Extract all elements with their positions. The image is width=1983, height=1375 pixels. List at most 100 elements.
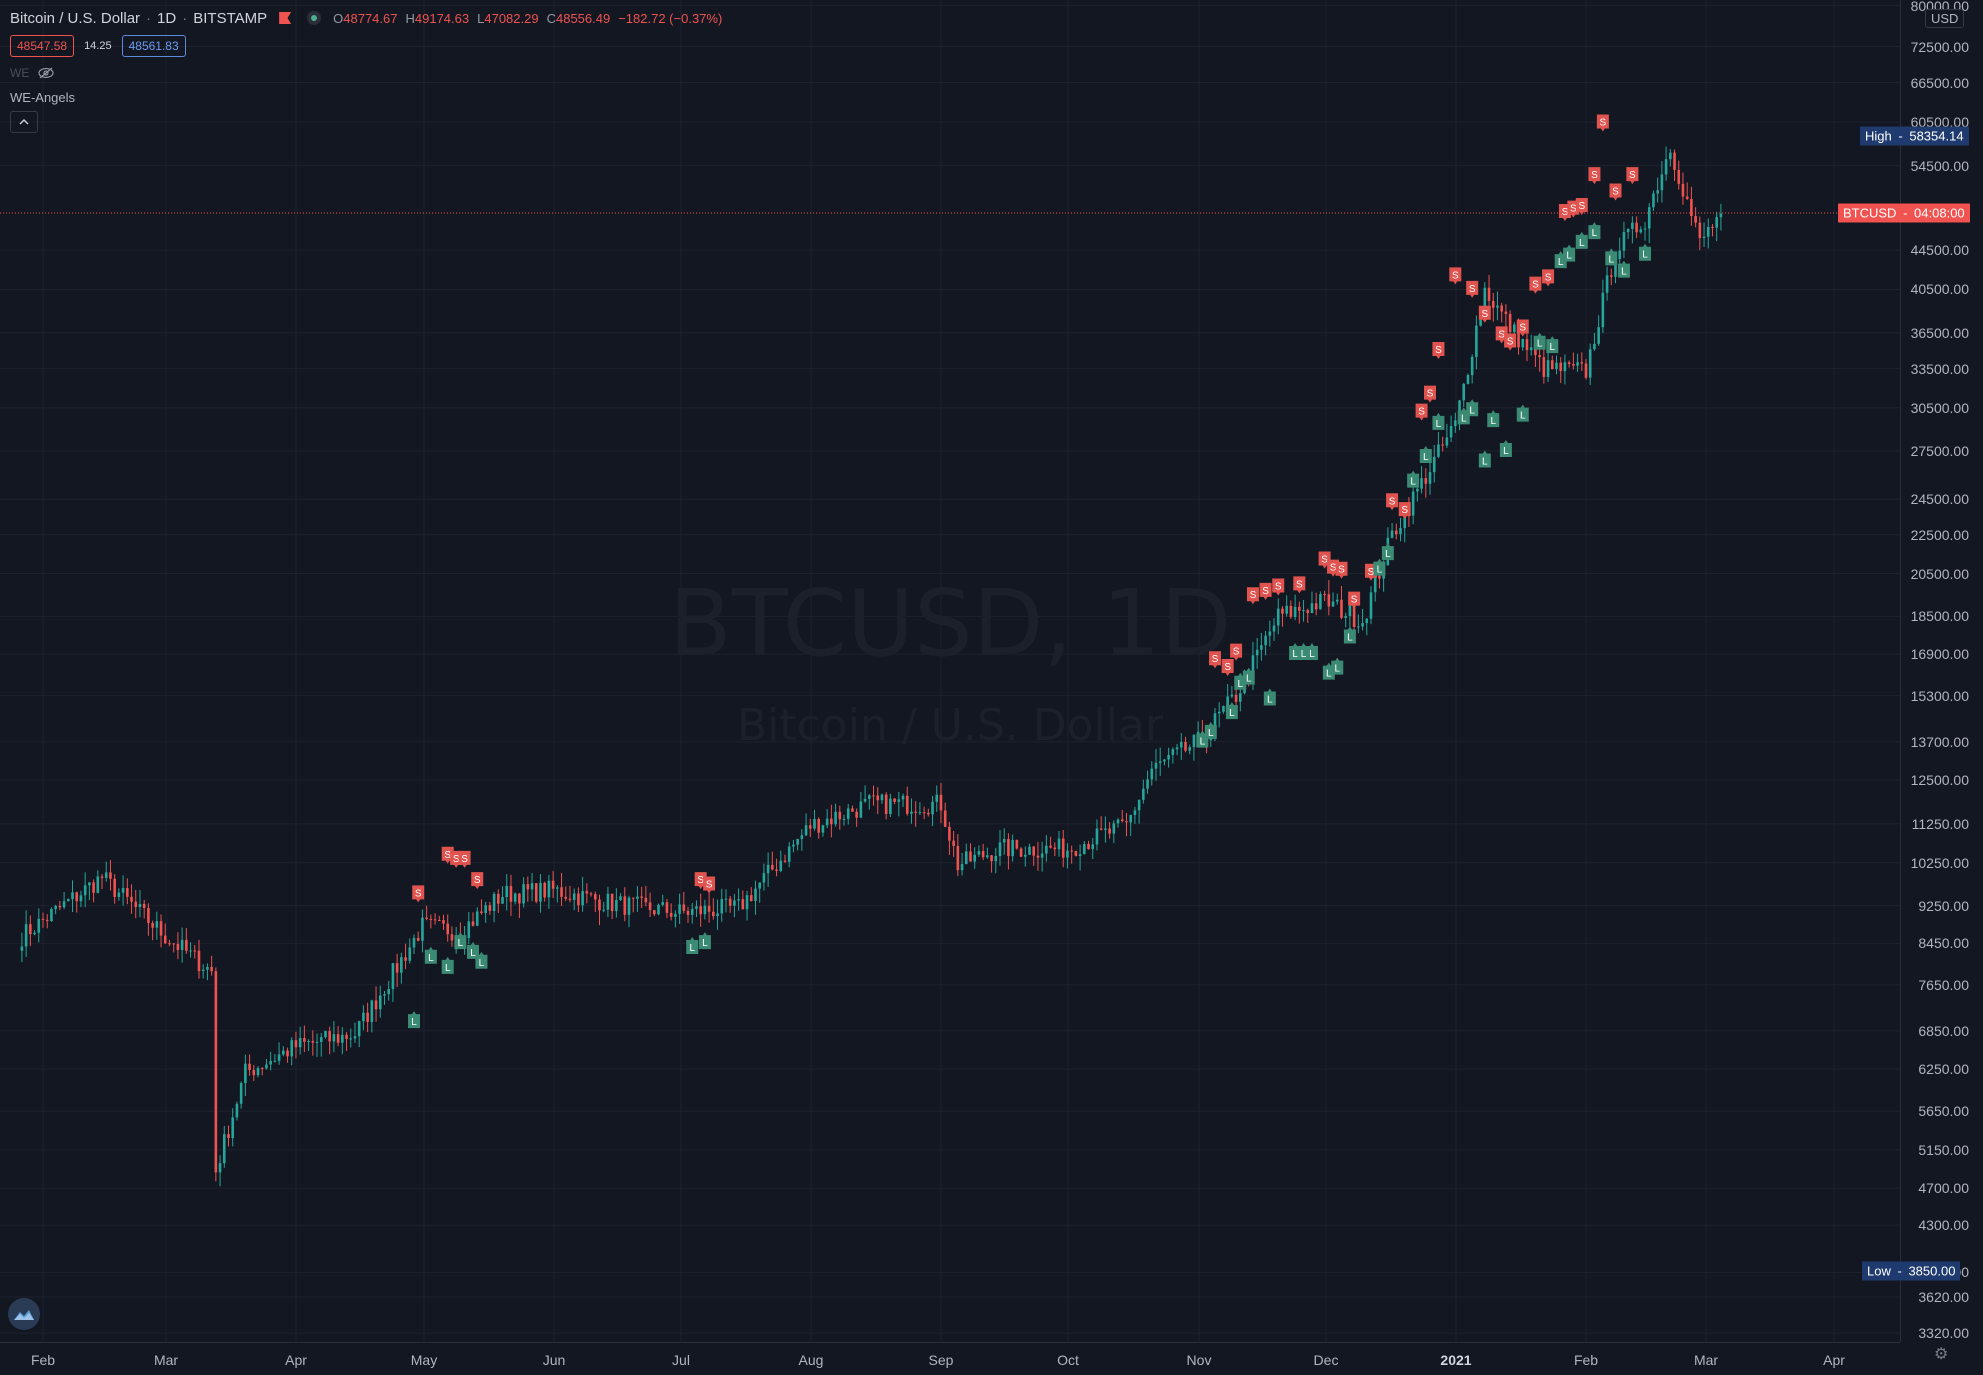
candle [1222,705,1225,714]
long-signal-label: L [1436,419,1442,430]
time-axis-label: Jun [542,1352,566,1368]
candle [235,1101,239,1121]
symbol-legend[interactable]: Bitcoin / U.S. Dollar · 1D · BITSTAMP O4… [10,8,730,28]
collapse-legend-button[interactable] [10,111,38,133]
time-axis[interactable] [0,1342,1900,1375]
long-signal-label: L [479,958,485,969]
time-axis-label: Nov [1186,1352,1212,1368]
short-signal-marker: S [1386,493,1399,511]
candle [1083,841,1086,855]
candle [1104,816,1107,843]
interval-label[interactable]: 1D [157,9,177,27]
time-axis-label: Dec [1313,1352,1339,1368]
candle [648,892,652,917]
candle [45,914,49,929]
symbol-title[interactable]: Bitcoin / U.S. Dollar [10,9,141,27]
candle [842,814,846,826]
candle [505,874,509,911]
time-axis-label: Aug [798,1352,824,1368]
short-signal-marker: S [1588,167,1601,185]
candle [362,1005,365,1031]
chart-settings-gear-icon[interactable]: ⚙ [1934,1346,1949,1363]
candle [880,793,884,804]
candle [315,1033,319,1057]
long-signal-label: L [1609,254,1615,265]
short-signal-marker: S [1259,582,1272,600]
candle [598,894,601,926]
candle [568,885,572,903]
candle [787,842,791,868]
candle [138,890,142,918]
candle [450,926,454,947]
candle [1091,838,1095,860]
candle [1369,586,1373,625]
flag-icon[interactable] [279,12,292,24]
exchange-label[interactable]: BITSTAMP [193,9,268,27]
long-signal-label: L [1292,649,1298,660]
candle [1137,799,1141,824]
candle [834,803,837,827]
long-signal-label: L [458,938,464,949]
candle [1584,358,1588,380]
long-signal-marker: L [467,941,480,959]
short-signal-label: S [1351,595,1358,606]
candle [1660,161,1664,203]
short-signal-label: S [1545,272,1552,283]
candle [1158,747,1162,776]
short-signal-marker: S [1272,578,1285,596]
candle [66,898,70,902]
candle [1365,618,1369,636]
candle [1323,590,1326,601]
candle [863,785,867,803]
short-signal-label: S [1519,322,1526,333]
candle [277,1042,281,1065]
candle [71,880,74,913]
candle [117,888,121,901]
candle [935,785,939,812]
indicator-name[interactable]: WE-Angels [10,90,76,105]
candle [248,1054,251,1076]
candle [754,880,757,915]
candle [1298,601,1301,624]
long-signal-marker: L [1499,440,1512,458]
candle [1053,842,1057,857]
long-signal-marker: L [441,956,454,974]
price-axis-label: 24500.00 [1910,491,1969,508]
candle [644,885,648,907]
high-tag-value: 58354.14 [1909,128,1964,144]
tradingview-logo-icon[interactable] [8,1298,40,1330]
price-axis-label: 72500.00 [1910,38,1969,55]
short-signal-label: S [1570,204,1577,215]
candle [846,803,850,825]
candle [927,808,930,817]
long-signal-label: L [1377,565,1383,576]
bid-price-button[interactable]: 48547.58 [10,35,75,57]
short-signal-marker: S [1478,305,1491,323]
market-status-icon[interactable] [307,11,322,25]
long-signal-label: L [1334,664,1340,675]
short-signal-marker: S [1293,576,1306,594]
long-signal-label: L [1579,238,1585,249]
candle [1597,315,1600,346]
ask-price-button[interactable]: 48561.83 [121,35,186,57]
candle [1066,843,1069,869]
hidden-eye-icon[interactable] [37,66,55,80]
high-tag-label: High [1865,128,1892,144]
candle [585,883,589,904]
short-signal-marker: S [703,876,716,894]
candle [437,915,441,922]
candle [960,853,964,876]
legend-sep: · [182,9,188,27]
candle [686,906,690,923]
price-axis-label: 4700.00 [1918,1180,1969,1197]
price-axis[interactable] [1900,0,1983,1342]
short-signal-marker: S [1449,267,1462,285]
long-signal-label: L [1326,669,1332,680]
long-signal-label: L [1469,405,1475,416]
currency-button[interactable]: USD [1925,9,1965,28]
indicator-short-label[interactable]: WE [10,66,30,80]
short-signal-marker: S [412,885,425,903]
long-signal-label: L [1410,477,1416,488]
candle [577,887,580,913]
